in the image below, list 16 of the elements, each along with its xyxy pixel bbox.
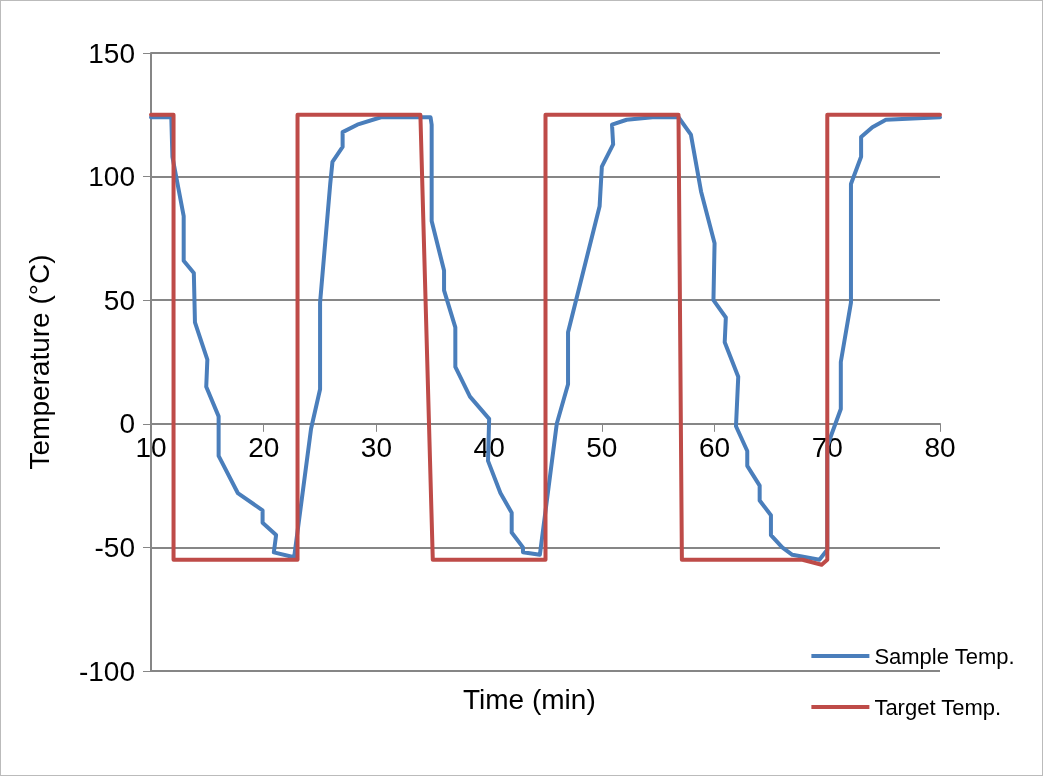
x-tick-label: 20 — [248, 431, 280, 463]
x-tick-label: 60 — [698, 431, 731, 463]
y-tick-label: 0 — [119, 408, 135, 440]
x-axis-title: Time (min) — [463, 683, 596, 715]
y-tick-label: -100 — [78, 655, 135, 687]
x-tick-label: 30 — [360, 431, 393, 463]
y-tick-label: 100 — [88, 161, 135, 193]
legend-label: Target Temp. — [874, 694, 1002, 720]
y-axis-title: Temperature (°C) — [23, 254, 55, 470]
legend-label: Sample Temp. — [874, 643, 1015, 669]
x-tick-label: 80 — [924, 431, 956, 463]
y-tick-label: 50 — [103, 284, 135, 316]
x-tick-label: 50 — [586, 431, 618, 463]
y-tick-label: -50 — [94, 531, 135, 563]
x-tick-label: 10 — [135, 431, 167, 463]
y-tick-label: 150 — [88, 37, 135, 69]
